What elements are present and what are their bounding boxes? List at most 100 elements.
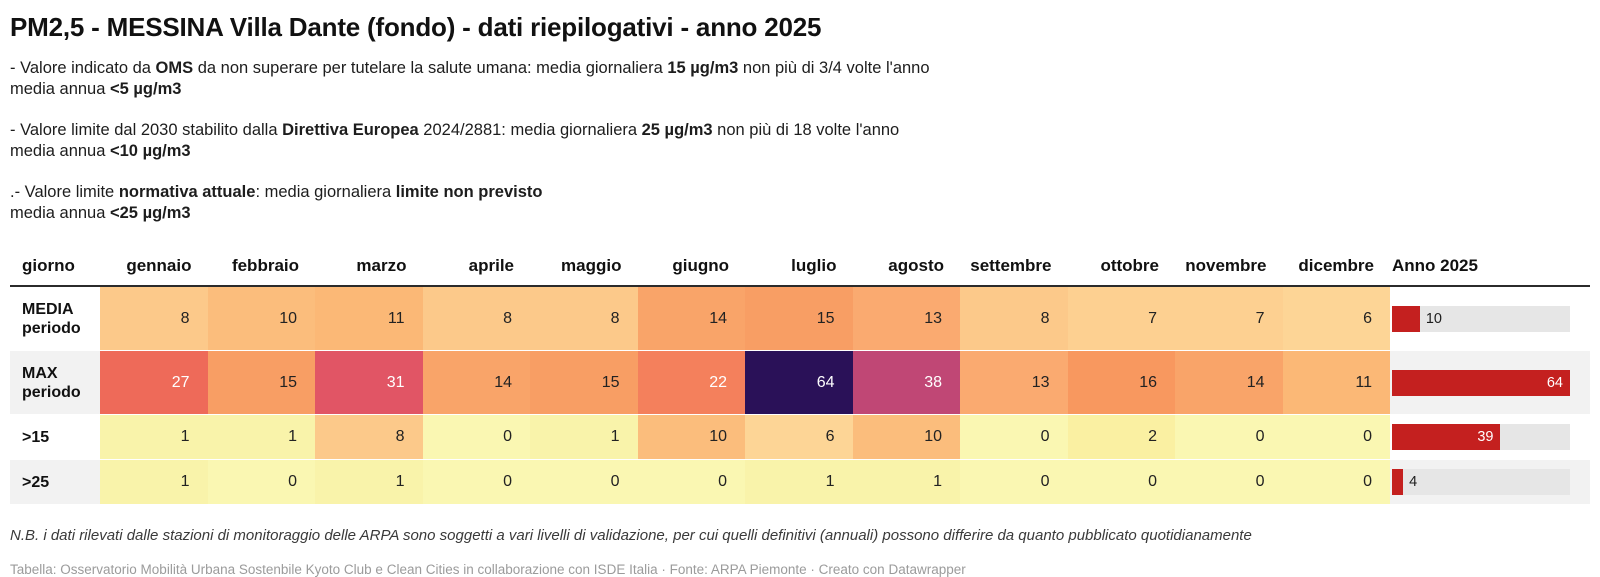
column-header: maggio [530, 246, 638, 287]
heat-cell: 1 [530, 414, 638, 460]
note-text: da non superare per tutelare la salute u… [193, 59, 668, 77]
heat-cell: 11 [1282, 350, 1390, 415]
note-bold: OMS [155, 59, 194, 77]
bar-value: 4 [1409, 474, 1418, 490]
bar-track: 10 [1392, 305, 1570, 332]
heat-cell: 15 [530, 350, 638, 415]
heat-cell: 0 [960, 414, 1068, 460]
heat-cell: 1 [207, 414, 315, 460]
heat-cell: 0 [530, 459, 638, 504]
credits-line: Tabella: Osservatorio Mobilità Urbana So… [10, 562, 966, 577]
bar: 64 [1392, 369, 1570, 396]
page-title: PM2,5 - MESSINA Villa Dante (fondo) - da… [10, 12, 822, 42]
note-text: media annua [10, 80, 110, 98]
heat-cell: 15 [207, 350, 315, 415]
heat-cell: 13 [852, 286, 960, 351]
row-label: >15 [10, 414, 100, 460]
bar-track: 39 [1392, 424, 1570, 450]
heat-cell: 1 [100, 414, 208, 460]
row-label: MAX periodo [10, 350, 100, 415]
note-bold: <5 µg/m3 [110, 80, 182, 98]
column-header: marzo [315, 246, 423, 287]
row-label: >25 [10, 459, 100, 504]
heat-cell: 6 [1282, 286, 1390, 351]
column-header: ottobre [1067, 246, 1175, 287]
bar: 39 [1392, 424, 1501, 450]
heat-cell: 0 [1282, 459, 1390, 504]
heat-cell: 38 [852, 350, 960, 415]
column-header: luglio [745, 246, 853, 287]
note-bold: limite non previsto [395, 183, 543, 201]
heat-cell: 0 [422, 459, 530, 504]
note-text: .- Valore limite [10, 183, 119, 201]
anno-bar-cell: 10 [1390, 286, 1590, 351]
heat-cell: 11 [315, 286, 423, 351]
heat-cell: 14 [1175, 350, 1283, 415]
heat-cell: 7 [1175, 286, 1283, 351]
heat-cell: 15 [745, 286, 853, 351]
note-bold: <10 µg/m3 [110, 142, 191, 160]
heat-cell: 0 [1175, 414, 1283, 460]
column-header: dicembre [1282, 246, 1390, 287]
table-row: MAX periodo 27 15 31 14 15 22 64 38 13 16 14 11 64 [10, 350, 1590, 415]
heat-cell: 31 [315, 350, 423, 415]
note-text: - Valore indicato da [10, 59, 156, 77]
heat-cell: 27 [100, 350, 208, 415]
bar-track: 64 [1392, 369, 1570, 396]
note-text: 2024/2881: media giornaliera [418, 121, 642, 139]
heat-cell: 0 [1282, 414, 1390, 460]
bar [1392, 469, 1404, 495]
heat-cell: 0 [960, 459, 1068, 504]
note-bold: <25 µg/m3 [110, 204, 191, 222]
limit-note-normativa-attuale: .- Valore limite normativa attuale: medi… [10, 182, 1590, 224]
heat-cell: 14 [422, 350, 530, 415]
pm25-monthly-table: giorno gennaio febbraio marzo aprile maggio gi… [10, 246, 1590, 504]
column-header: gennaio [100, 246, 208, 287]
note-text: : media giornaliera [255, 183, 396, 201]
note-bold: normativa attuale [118, 183, 256, 201]
anno-bar-cell: 64 [1390, 350, 1590, 415]
bar-value: 64 [1546, 374, 1563, 391]
heat-cell: 1 [852, 459, 960, 504]
anno-bar-cell: 39 [1390, 414, 1590, 460]
heat-cell: 8 [960, 286, 1068, 351]
column-header: febbraio [207, 246, 315, 287]
heat-cell: 10 [207, 286, 315, 351]
table-row: >25 1 0 1 0 0 0 1 1 0 0 0 0 4 [10, 459, 1590, 504]
column-header: giugno [637, 246, 745, 287]
column-header: agosto [852, 246, 960, 287]
heat-cell: 0 [1067, 459, 1175, 504]
heat-cell: 8 [422, 286, 530, 351]
note-bold: 25 µg/m3 [641, 121, 713, 139]
heat-cell: 0 [637, 459, 745, 504]
table-row: MEDIA periodo 8 10 11 8 8 14 15 13 8 7 7 6 10 [10, 286, 1590, 351]
heat-cell: 8 [315, 414, 423, 460]
heat-cell: 8 [530, 286, 638, 351]
note-text: non più di 18 volte l'anno [712, 121, 900, 139]
note-text: media annua [10, 142, 110, 160]
note-bold: 15 µg/m3 [667, 59, 739, 77]
heat-cell: 13 [960, 350, 1068, 415]
heat-cell: 22 [637, 350, 745, 415]
heat-cell: 1 [745, 459, 853, 504]
heat-cell: 7 [1067, 286, 1175, 351]
limit-note-oms: - Valore indicato da OMS da non superare… [10, 58, 1590, 100]
bar-value: 10 [1425, 310, 1442, 327]
heat-cell: 1 [315, 459, 423, 504]
column-header: Anno 2025 [1390, 246, 1590, 287]
note-text: - Valore limite dal 2030 stabilito dalla [10, 121, 283, 139]
limit-note-direttiva-europea: - Valore limite dal 2030 stabilito dalla… [10, 120, 1590, 162]
column-header: novembre [1175, 246, 1283, 287]
heat-cell: 6 [745, 414, 853, 460]
heat-cell: 0 [422, 414, 530, 460]
heat-cell: 14 [637, 286, 745, 351]
heat-cell: 16 [1067, 350, 1175, 415]
heat-cell: 1 [100, 459, 208, 504]
table-row: >15 1 1 8 0 1 10 6 10 0 2 0 0 39 [10, 414, 1590, 460]
row-label: MEDIA periodo [10, 286, 100, 351]
heat-cell: 2 [1067, 414, 1175, 460]
header-row: giorno gennaio febbraio marzo aprile maggio gi… [10, 246, 1590, 287]
column-header-giorno: giorno [10, 246, 100, 287]
table-body: MEDIA periodo 8 10 11 8 8 14 15 13 8 7 7 6 10 MAX peri… [10, 286, 1590, 504]
